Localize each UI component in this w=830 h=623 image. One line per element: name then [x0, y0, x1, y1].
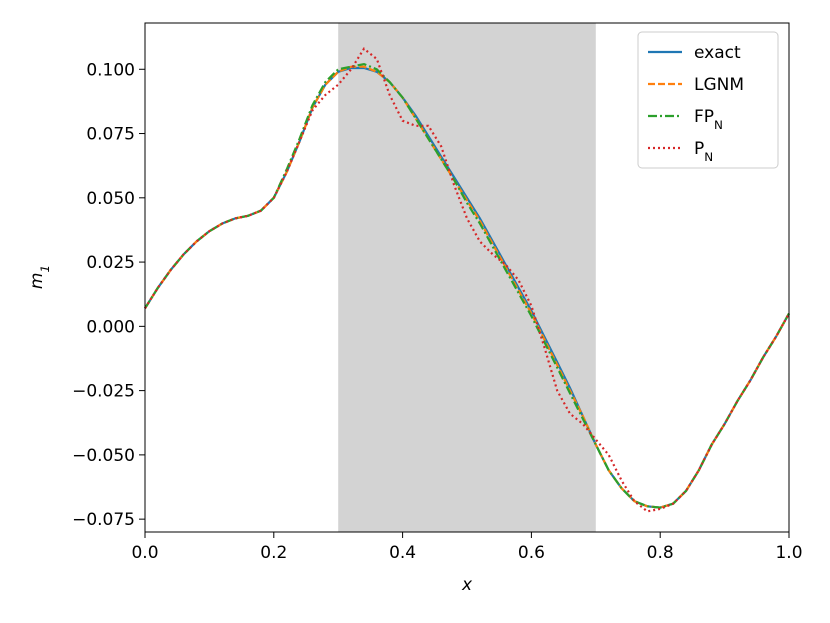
y-tick-label: 0.000: [86, 317, 135, 337]
y-tick-label: −0.025: [72, 382, 135, 402]
y-tick-label: −0.075: [72, 510, 135, 530]
y-tick-label: 0.075: [86, 125, 135, 145]
legend-label: PN: [694, 139, 713, 164]
legend-box: [637, 31, 779, 169]
y-tick-label: 0.050: [86, 189, 135, 209]
y-tick-label: 0.025: [86, 253, 135, 273]
y-tick-label: −0.050: [72, 446, 135, 466]
x-tick-label: 0.0: [131, 543, 158, 563]
series-line: [144, 62, 790, 509]
x-tick-label: 0.4: [389, 543, 416, 563]
plot-frame: [144, 22, 790, 533]
x-tick-label: 1.0: [775, 543, 802, 563]
x-tick-label: 0.2: [260, 543, 287, 563]
shaded-region: [338, 23, 596, 532]
legend-label: exact: [694, 43, 741, 63]
legend-label: FPN: [694, 107, 723, 132]
x-tick-label: 0.8: [647, 543, 674, 563]
x-axis-label: x: [461, 575, 473, 595]
x-tick-label: 0.6: [518, 543, 545, 563]
legend: exact LGNM FPN PN: [637, 31, 779, 169]
y-axis-label: m1: [27, 265, 52, 289]
y-tick-label: 0.100: [86, 60, 135, 80]
series-line: [144, 65, 790, 509]
legend-label: LGNM: [694, 75, 744, 95]
